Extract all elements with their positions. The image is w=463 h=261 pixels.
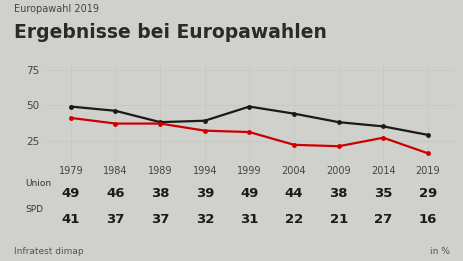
Text: 1994: 1994 (192, 166, 217, 176)
Text: 35: 35 (373, 187, 392, 200)
Text: 49: 49 (62, 187, 80, 200)
Text: Infratest dimap: Infratest dimap (14, 247, 83, 256)
Text: 32: 32 (195, 213, 213, 226)
Text: 31: 31 (240, 213, 258, 226)
Text: 37: 37 (106, 213, 125, 226)
Text: 1989: 1989 (148, 166, 172, 176)
Text: in %: in % (429, 247, 449, 256)
Text: Union: Union (25, 179, 51, 188)
Text: 22: 22 (284, 213, 302, 226)
Text: 2014: 2014 (370, 166, 395, 176)
Text: 44: 44 (284, 187, 303, 200)
Text: 29: 29 (418, 187, 436, 200)
Text: 37: 37 (150, 213, 169, 226)
Text: 1979: 1979 (58, 166, 83, 176)
Text: 2009: 2009 (325, 166, 350, 176)
Text: 49: 49 (240, 187, 258, 200)
Text: 1999: 1999 (237, 166, 261, 176)
Text: 2004: 2004 (281, 166, 306, 176)
Text: SPD: SPD (25, 205, 44, 214)
Text: 27: 27 (373, 213, 392, 226)
Text: 41: 41 (62, 213, 80, 226)
Text: Ergebnisse bei Europawahlen: Ergebnisse bei Europawahlen (14, 23, 326, 43)
Text: 16: 16 (418, 213, 436, 226)
Text: 46: 46 (106, 187, 125, 200)
Text: 38: 38 (329, 187, 347, 200)
Text: 1984: 1984 (103, 166, 127, 176)
Text: 21: 21 (329, 213, 347, 226)
Text: 38: 38 (150, 187, 169, 200)
Text: 2019: 2019 (415, 166, 439, 176)
Text: 39: 39 (195, 187, 213, 200)
Text: Europawahl 2019: Europawahl 2019 (14, 4, 99, 14)
